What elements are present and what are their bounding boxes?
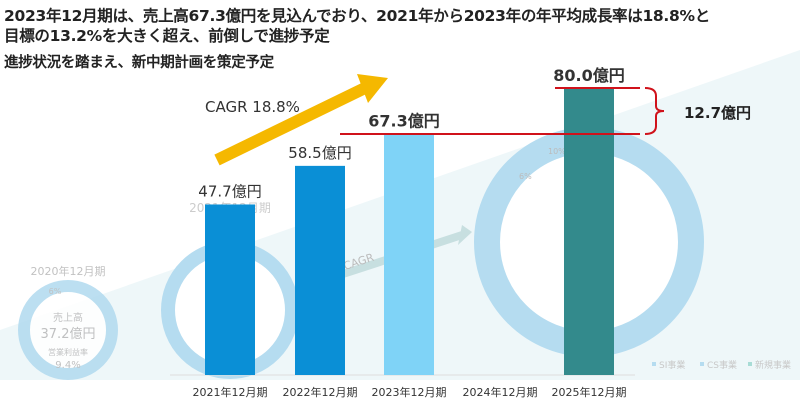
data-label: 58.5億円	[288, 144, 351, 162]
category-label: 2021年12月期	[193, 385, 268, 399]
donut-2025-pct1: 6%	[519, 172, 532, 181]
donut-2020-sales-label: 売上高	[53, 311, 83, 324]
data-label: 47.7億円	[198, 182, 261, 200]
donut-2020-margin-label: 営業利益率	[48, 347, 88, 357]
donut-2020-pct: 6%	[49, 287, 62, 296]
legend-item: 新規事業	[755, 359, 791, 371]
legend: SI事業 CS事業 新規事業	[652, 359, 791, 371]
donut-2020: 2020年12月期 6% 売上高 37.2億円 営業利益率 9.4%	[18, 264, 118, 380]
data-label: 67.3億円	[368, 111, 439, 130]
donut-2020-period: 2020年12月期	[31, 264, 106, 278]
cagr-label: CAGR 18.8%	[205, 98, 300, 116]
data-label: 80.0億円	[553, 66, 624, 85]
gap-label: 12.7億円	[684, 104, 751, 122]
category-label: 2022年12月期	[283, 385, 358, 399]
legend-item: SI事業	[659, 359, 685, 371]
legend-swatch	[748, 362, 752, 366]
category-label: 2025年12月期	[552, 385, 627, 399]
cagr-arrow	[214, 74, 388, 166]
legend-item: CS事業	[707, 359, 737, 371]
headline-line3: 進捗状況を踏まえ、新中期計画を策定予定	[4, 55, 274, 71]
bar	[205, 204, 255, 375]
donut-2020-sales: 37.2億円	[41, 326, 96, 342]
legend-swatch	[700, 362, 704, 366]
donut-2025-pct2: 10%	[548, 147, 566, 156]
category-label: 2024年12月期	[463, 385, 538, 399]
legend-swatch	[652, 362, 656, 366]
category-label: 2023年12月期	[372, 385, 447, 399]
headline-line1: 2023年12月期は、売上高67.3億円を見込んでおり、2021年から2023年…	[4, 7, 710, 25]
headline-line2: 目標の13.2%を大きく超え、前倒しで進捗予定	[4, 27, 330, 45]
bar	[295, 165, 345, 375]
gap-brace	[644, 87, 665, 135]
bar	[564, 89, 614, 375]
bar	[384, 134, 434, 375]
donut-2020-margin: 9.4%	[55, 360, 80, 371]
